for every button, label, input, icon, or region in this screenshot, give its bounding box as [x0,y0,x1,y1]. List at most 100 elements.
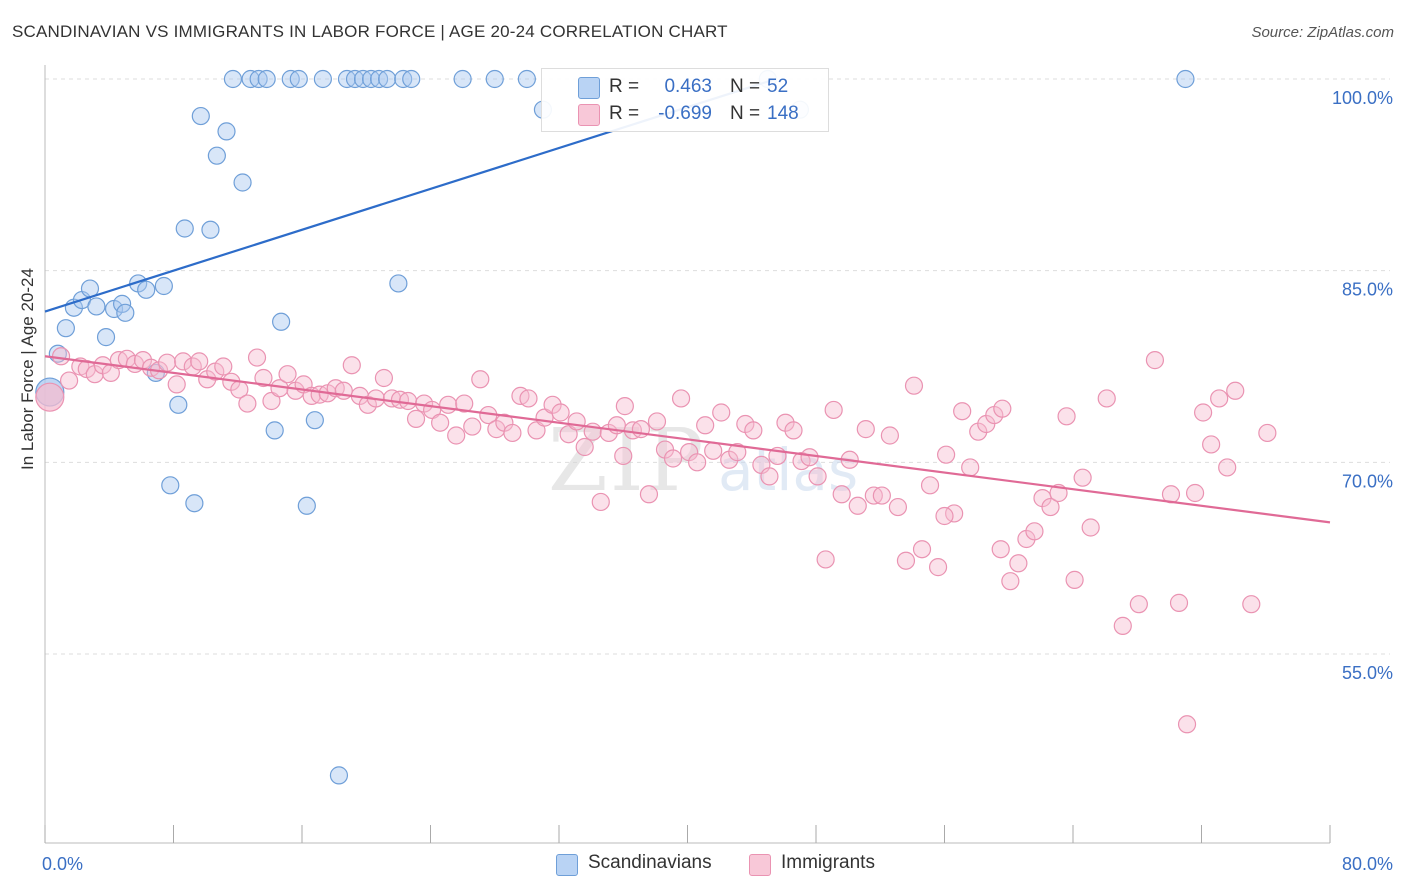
source-credit: Source: ZipAtlas.com [1251,24,1394,41]
immigrant-point [439,395,458,414]
immigrant-point [880,426,899,445]
immigrant-point [1194,403,1213,422]
immigrant-point [51,347,71,366]
immigrant-point [728,443,747,462]
immigrant-point [59,371,79,390]
immigrant-point [696,416,715,435]
immigrant-point [953,402,972,421]
scandinavian-point [1176,69,1195,89]
immigrant-point [671,389,691,408]
scandinavian-point [154,276,173,296]
immigrant-point [615,397,634,416]
immigrant-point [406,409,426,428]
immigrant-point [1073,468,1092,487]
scandinavian-point [146,363,165,382]
y-tick-label: 55.0% [1342,663,1393,683]
scandinavian-point [137,280,156,299]
legend-r-label: R = [609,76,640,97]
immigrant-point [190,352,209,371]
immigrant-point [174,352,193,371]
immigrant-point [471,370,490,389]
immigrant-point [961,458,980,477]
legend-label-immigrants: Immigrants [781,852,875,873]
immigrant-point [935,506,954,526]
immigrant-point [800,448,819,467]
scandinavian-point [175,219,194,238]
immigrant-point [647,412,667,431]
scandinavian-point [201,220,220,239]
immigrant-point [519,389,538,408]
scandinavian-point [185,494,204,513]
scandinavian-point [96,328,116,347]
immigrant-point [614,446,633,466]
immigrant-point [1202,435,1221,454]
immigrant-point [374,368,394,388]
immigrant-point [214,357,233,376]
scandinavian-point [389,274,408,293]
legend-n-label: N = [730,103,761,124]
immigrant-point [991,540,1010,559]
legend-swatch-pink [578,104,600,126]
immigrant-point [663,449,683,468]
tick-labels: 55.0% 70.0% 85.0% 100.0% 0.0% 80.0% [42,88,1393,874]
immigrant-point [278,365,297,384]
immigrants-points [35,347,1277,734]
immigrant-point [1113,616,1132,635]
immigrant-point [1001,572,1020,591]
immigrant-point [1041,497,1060,517]
axes [44,65,1331,844]
scandinavian-point [329,766,349,785]
scandinavian-point [233,173,252,192]
legend-row-scandinavians: R = 0.463 N = 52 [542,74,828,100]
immigrant-point [784,421,803,440]
scandinavian-point [297,496,316,515]
legend-n-value: 148 [767,103,799,124]
immigrant-point [1129,595,1148,614]
immigrant-point [712,403,731,422]
x-tick-label: 80.0% [1342,854,1393,874]
immigrant-point [238,394,257,413]
immigrant-point [1177,715,1197,734]
immigrant-point [639,485,659,504]
scandinavian-point [191,106,210,126]
immigrant-point [928,558,948,577]
immigrant-point [167,375,186,394]
immigrant-point [937,445,956,464]
immigrant-point [1081,518,1100,537]
legend-swatch-blue [578,77,600,99]
scandinavian-point [56,319,75,338]
immigrant-point [832,485,851,504]
immigrant-point [1210,389,1229,408]
y-tick-label: 100.0% [1332,88,1393,108]
immigrant-point [567,412,586,431]
immigrant-point [904,376,924,395]
immigrant-point [888,497,908,517]
chart-title: SCANDINAVIAN VS IMMIGRANTS IN LABOR FORC… [12,22,728,41]
legend-n-label: N = [730,76,761,97]
series-legend: Scandinavians Immigrants [0,852,1406,876]
immigrant-point [920,476,940,495]
immigrant-point [912,540,932,559]
scandinavian-point [217,122,236,141]
immigrant-point [1145,351,1165,370]
legend-r-value: 0.463 [664,76,712,97]
scandinavian-point [272,312,291,331]
immigrant-point [591,492,610,512]
immigrant-point [848,496,867,515]
scandinavian-point [305,411,324,430]
watermark: ZIP atlas [548,411,858,511]
immigrant-point [398,391,418,411]
immigrant-point [1226,381,1245,400]
legend-swatch-scandinavians [556,854,578,876]
scandinavian-point [87,297,106,316]
immigrant-point [1009,554,1028,573]
legend-swatch-immigrants [749,854,771,876]
correlation-legend: R = 0.463 N = 52 R = -0.699 N = 148 [541,68,829,132]
y-axis-label: In Labor Force | Age 20-24 [18,268,37,470]
immigrant-point [1185,483,1205,503]
scandinavian-point [169,395,188,414]
legend-r-value: -0.699 [658,103,712,124]
gridlines [45,78,1390,655]
scandinavian-point [223,69,243,89]
